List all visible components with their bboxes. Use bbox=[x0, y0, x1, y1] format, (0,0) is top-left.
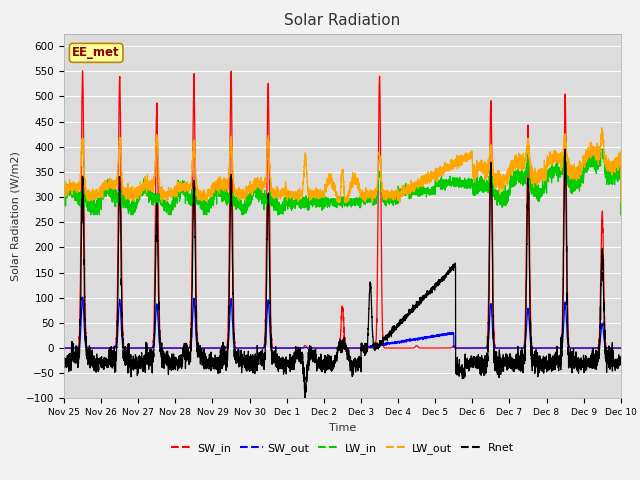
SW_out bbox=[161, 345, 168, 351]
SW_out bbox=[436, 332, 444, 338]
Line: LW_in: LW_in bbox=[64, 149, 621, 215]
SW_out bbox=[79, 294, 86, 300]
LW_in bbox=[60, 199, 68, 205]
SW_out bbox=[467, 345, 475, 351]
LW_in bbox=[561, 146, 569, 152]
LW_in bbox=[467, 181, 475, 187]
Legend: SW_in, SW_out, LW_in, LW_out, Rnet: SW_in, SW_out, LW_in, LW_out, Rnet bbox=[166, 439, 518, 458]
SW_in bbox=[161, 345, 168, 351]
LW_in bbox=[617, 212, 625, 217]
Rnet bbox=[60, 355, 68, 361]
Line: SW_in: SW_in bbox=[64, 71, 621, 348]
X-axis label: Time: Time bbox=[329, 423, 356, 432]
LW_out bbox=[161, 191, 168, 196]
SW_out bbox=[499, 345, 507, 351]
SW_out bbox=[617, 345, 625, 351]
LW_out bbox=[158, 199, 166, 205]
SW_in bbox=[322, 345, 330, 351]
LW_in bbox=[322, 200, 330, 206]
LW_out bbox=[499, 181, 507, 187]
SW_in bbox=[467, 345, 475, 351]
SW_out bbox=[60, 345, 68, 351]
SW_out bbox=[322, 345, 330, 351]
LW_out bbox=[436, 169, 444, 175]
Y-axis label: Solar Radiation (W/m2): Solar Radiation (W/m2) bbox=[10, 151, 20, 281]
Text: EE_met: EE_met bbox=[72, 47, 120, 60]
Line: SW_out: SW_out bbox=[64, 297, 621, 348]
Rnet bbox=[436, 279, 444, 285]
SW_in bbox=[436, 345, 444, 351]
SW_in bbox=[616, 345, 624, 351]
Line: Rnet: Rnet bbox=[64, 149, 621, 399]
Rnet bbox=[616, 360, 624, 366]
Rnet bbox=[561, 146, 569, 152]
SW_in bbox=[499, 345, 507, 351]
LW_in bbox=[436, 182, 444, 188]
LW_in bbox=[87, 212, 95, 217]
Line: LW_out: LW_out bbox=[64, 128, 621, 202]
LW_out bbox=[467, 154, 475, 159]
LW_out bbox=[617, 199, 625, 205]
Title: Solar Radiation: Solar Radiation bbox=[284, 13, 401, 28]
SW_in bbox=[617, 345, 625, 351]
LW_out bbox=[322, 185, 330, 191]
SW_in bbox=[79, 68, 86, 74]
SW_in bbox=[60, 345, 68, 351]
LW_out bbox=[598, 125, 605, 131]
LW_in bbox=[499, 201, 507, 206]
Rnet bbox=[301, 396, 308, 402]
Rnet bbox=[322, 356, 330, 362]
SW_out bbox=[616, 345, 624, 351]
Rnet bbox=[617, 358, 625, 363]
LW_out bbox=[60, 190, 68, 195]
Rnet bbox=[499, 355, 507, 360]
LW_in bbox=[161, 201, 168, 206]
Rnet bbox=[160, 365, 168, 371]
Rnet bbox=[467, 353, 475, 359]
LW_out bbox=[616, 156, 624, 161]
LW_in bbox=[616, 168, 624, 174]
